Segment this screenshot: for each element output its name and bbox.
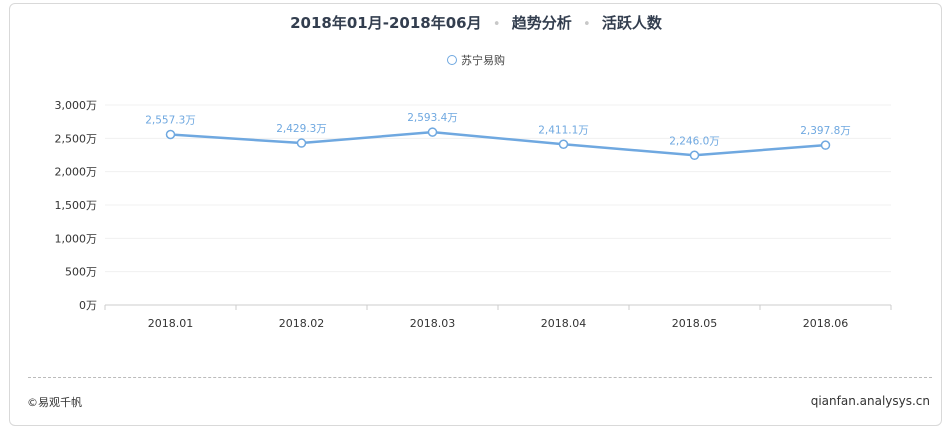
- data-label: 2,557.3万: [145, 115, 196, 127]
- y-tick-label: 3,000万: [55, 99, 98, 112]
- y-tick-label: 2,000万: [55, 166, 98, 179]
- x-tick-label: 2018.03: [410, 317, 456, 330]
- series-line: [170, 130, 826, 157]
- legend-label: 苏宁易购: [461, 54, 505, 67]
- chart-title: 2018年01月-2018年06月 • 趋势分析 • 活跃人数: [0, 12, 952, 33]
- title-analysis: 趋势分析: [511, 14, 572, 32]
- footer-copyright: ©易观千帆: [27, 396, 82, 409]
- data-label: 2,411.1万: [538, 124, 589, 136]
- data-label: 2,593.4万: [407, 112, 458, 124]
- y-tick-label: 1,000万: [55, 232, 98, 245]
- chart-card: [9, 3, 942, 426]
- y-tick-label: 0万: [79, 299, 97, 312]
- data-point: [427, 127, 438, 137]
- data-label: 2,246.0万: [669, 135, 720, 147]
- y-tick-label: 500万: [65, 266, 97, 279]
- data-point: [820, 140, 831, 150]
- data-point: [558, 139, 569, 150]
- y-tick-label: 2,500万: [55, 132, 98, 145]
- title-period: 2018年01月-2018年06月: [290, 14, 482, 32]
- footer-site: qianfan.analysys.cn: [810, 394, 930, 408]
- data-point: [689, 150, 700, 161]
- y-tick-label: 1,500万: [55, 199, 98, 212]
- x-tick-label: 2018.06: [803, 317, 849, 330]
- data-label: 2,429.3万: [276, 123, 327, 135]
- footer-divider: [28, 377, 932, 378]
- title-separator: •: [492, 17, 501, 32]
- x-tick-label: 2018.02: [279, 317, 325, 330]
- title-separator: •: [582, 17, 591, 32]
- title-metric: 活跃人数: [601, 14, 662, 32]
- x-tick-label: 2018.05: [672, 317, 718, 330]
- data-label: 2,397.8万: [800, 125, 851, 137]
- data-point: [165, 129, 176, 140]
- x-tick-label: 2018.04: [541, 317, 587, 330]
- data-point: [296, 138, 307, 148]
- x-tick-label: 2018.01: [148, 317, 194, 330]
- legend-marker-icon: [447, 55, 457, 65]
- legend-item[interactable]: 苏宁易购: [0, 52, 952, 68]
